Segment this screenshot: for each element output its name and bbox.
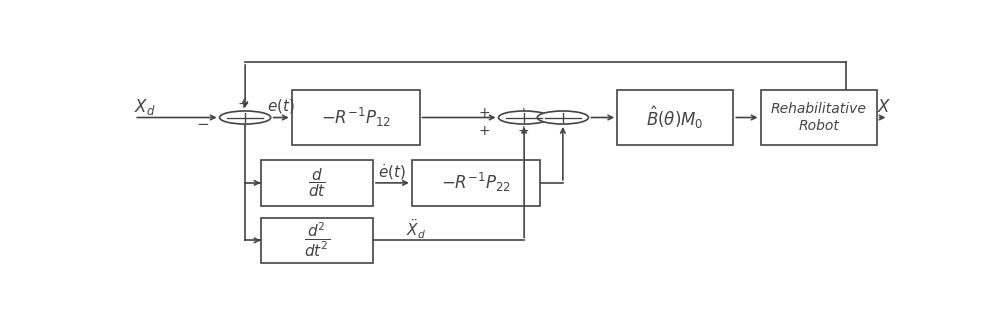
Text: $e(t)$: $e(t)$	[267, 97, 295, 115]
Text: Rehabilitative
Robot: Rehabilitative Robot	[771, 102, 867, 133]
Text: $\dot{e}(t)$: $\dot{e}(t)$	[378, 162, 406, 182]
Circle shape	[220, 111, 271, 124]
Text: $\hat{B}(\theta)M_{0}$: $\hat{B}(\theta)M_{0}$	[646, 104, 704, 131]
Text: $X_d$: $X_d$	[134, 97, 156, 117]
FancyBboxPatch shape	[761, 90, 877, 145]
Text: $-R^{-1}P_{12}$: $-R^{-1}P_{12}$	[321, 106, 391, 129]
Circle shape	[537, 111, 588, 124]
Text: +: +	[479, 124, 490, 138]
Text: $\ddot{X}_d$: $\ddot{X}_d$	[406, 218, 426, 241]
FancyBboxPatch shape	[412, 160, 540, 206]
Text: +: +	[518, 124, 529, 138]
Text: $\dfrac{d}{dt}$: $\dfrac{d}{dt}$	[308, 167, 326, 199]
Text: $X$: $X$	[877, 98, 892, 115]
FancyBboxPatch shape	[292, 90, 420, 145]
Text: +: +	[238, 97, 249, 111]
Text: $\dfrac{d^{2}}{dt^{2}}$: $\dfrac{d^{2}}{dt^{2}}$	[304, 221, 330, 259]
Text: +: +	[479, 106, 490, 120]
FancyBboxPatch shape	[261, 218, 373, 263]
FancyBboxPatch shape	[617, 90, 733, 145]
Circle shape	[499, 111, 550, 124]
Text: $-R^{-1}P_{22}$: $-R^{-1}P_{22}$	[441, 171, 511, 195]
FancyBboxPatch shape	[261, 160, 373, 206]
Text: +: +	[518, 106, 529, 120]
Text: $-$: $-$	[196, 115, 209, 130]
